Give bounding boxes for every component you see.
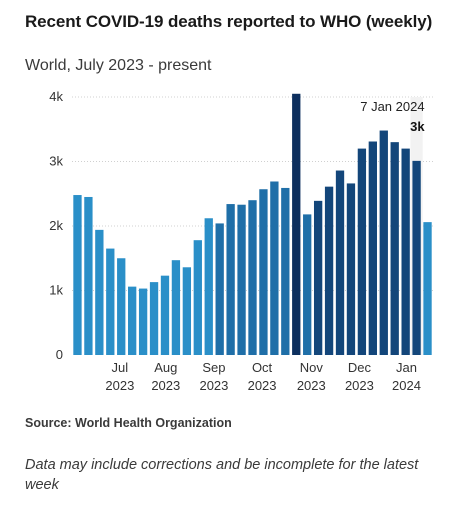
bar[interactable] bbox=[226, 204, 235, 355]
bar[interactable] bbox=[379, 130, 388, 355]
bar[interactable] bbox=[128, 286, 137, 355]
footnote-text: Data may include corrections and be inco… bbox=[25, 457, 419, 493]
x-tick-month-label: Jul bbox=[112, 360, 129, 375]
bar[interactable] bbox=[390, 142, 399, 355]
y-tick-label: 0 bbox=[56, 347, 63, 362]
x-tick-year-label: 2023 bbox=[248, 378, 277, 393]
chart-title: Recent COVID-19 deaths reported to WHO (… bbox=[25, 12, 433, 31]
bar[interactable] bbox=[357, 148, 367, 355]
x-tick-month-label: Sep bbox=[202, 360, 225, 375]
bar[interactable] bbox=[204, 218, 213, 355]
x-tick-year-label: 2023 bbox=[297, 378, 326, 393]
y-tick-label: 4k bbox=[49, 89, 63, 104]
x-tick-year-label: 2023 bbox=[199, 378, 228, 393]
y-tick-label: 1k bbox=[49, 283, 63, 298]
x-tick-month-label: Oct bbox=[252, 360, 273, 375]
x-tick-month-label: Aug bbox=[154, 360, 177, 375]
bar[interactable] bbox=[368, 141, 377, 355]
bar[interactable] bbox=[149, 282, 159, 355]
x-tick-year-label: 2023 bbox=[105, 378, 134, 393]
bar[interactable] bbox=[138, 288, 148, 355]
bar[interactable] bbox=[303, 214, 312, 355]
bar[interactable] bbox=[292, 93, 301, 356]
x-tick-month-label: Jan bbox=[396, 360, 417, 375]
bar[interactable] bbox=[401, 148, 410, 355]
x-tick-year-label: 2024 bbox=[392, 378, 421, 393]
x-tick-month-label: Dec bbox=[348, 360, 372, 375]
chart-subtitle: World, July 2023 - present bbox=[25, 57, 212, 74]
bar[interactable] bbox=[182, 267, 192, 355]
bar[interactable] bbox=[215, 223, 224, 355]
bar[interactable] bbox=[73, 195, 82, 355]
bar[interactable] bbox=[84, 196, 93, 355]
bar[interactable] bbox=[117, 258, 126, 355]
x-tick-year-label: 2023 bbox=[151, 378, 180, 393]
bar[interactable] bbox=[324, 186, 334, 355]
bar[interactable] bbox=[335, 170, 345, 355]
bar[interactable] bbox=[423, 222, 432, 355]
bar[interactable] bbox=[193, 240, 202, 355]
bar[interactable] bbox=[106, 248, 115, 355]
highlight-value-label: 3k bbox=[410, 119, 425, 134]
bar[interactable] bbox=[160, 275, 170, 355]
x-tick-year-label: 2023 bbox=[345, 378, 374, 393]
bar[interactable] bbox=[281, 187, 290, 355]
x-tick-month-label: Nov bbox=[300, 360, 324, 375]
bar[interactable] bbox=[171, 260, 181, 355]
source-text: Source: World Health Organization bbox=[25, 416, 232, 430]
bar[interactable] bbox=[346, 183, 356, 355]
bar[interactable] bbox=[259, 189, 268, 355]
y-tick-label: 3k bbox=[49, 154, 63, 169]
highlight-date-label: 7 Jan 2024 bbox=[360, 99, 424, 114]
bar[interactable] bbox=[313, 200, 323, 355]
y-tick-label: 2k bbox=[49, 218, 63, 233]
bar-chart: 0 1k 2k 3k 4k 7 Jan 2024 3k Jul 2023 Aug 2023 Sep 20… bbox=[49, 89, 433, 393]
bar[interactable] bbox=[237, 204, 246, 355]
bar[interactable] bbox=[248, 200, 257, 355]
bar[interactable] bbox=[412, 160, 421, 355]
bar[interactable] bbox=[270, 181, 279, 355]
bar[interactable] bbox=[95, 229, 104, 355]
